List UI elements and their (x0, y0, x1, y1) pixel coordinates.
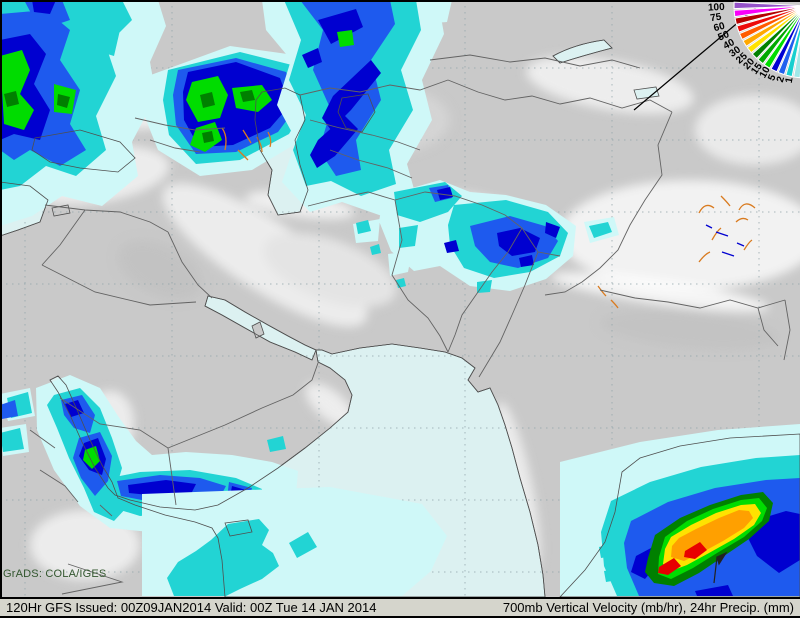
legend-level-label: 60 (713, 21, 727, 35)
legend-level-label: 100 (708, 2, 726, 14)
legend-level-label: 1 (784, 76, 796, 84)
frame-top (0, 0, 800, 2)
coastlines-borders (0, 39, 800, 597)
footer-bar: 120Hr GFS Issued: 00Z09JAN2014 Valid: 00… (0, 597, 800, 616)
vertical-velocity-contours (221, 127, 756, 309)
legend-level-label: 75 (710, 12, 723, 25)
legend-level-label: 10 (758, 65, 773, 80)
legend-level-label: 50 (717, 29, 732, 44)
legend-level-label: 2 (775, 75, 787, 84)
legend-level-label: 40 (722, 37, 737, 52)
footer-underline (0, 616, 800, 618)
grads-credit: GrADS: COLA/IGES (3, 568, 107, 580)
precipitation-shading (0, 0, 800, 596)
legend-level-label: 5 (766, 73, 778, 83)
footer-product-text: 700mb Vertical Velocity (mb/hr), 24hr Pr… (502, 600, 794, 615)
footer-issued-valid-text: 120Hr GFS Issued: 00Z09JAN2014 Valid: 00… (6, 600, 377, 615)
frame-left (0, 0, 2, 597)
wind-barb-mark (713, 551, 728, 584)
